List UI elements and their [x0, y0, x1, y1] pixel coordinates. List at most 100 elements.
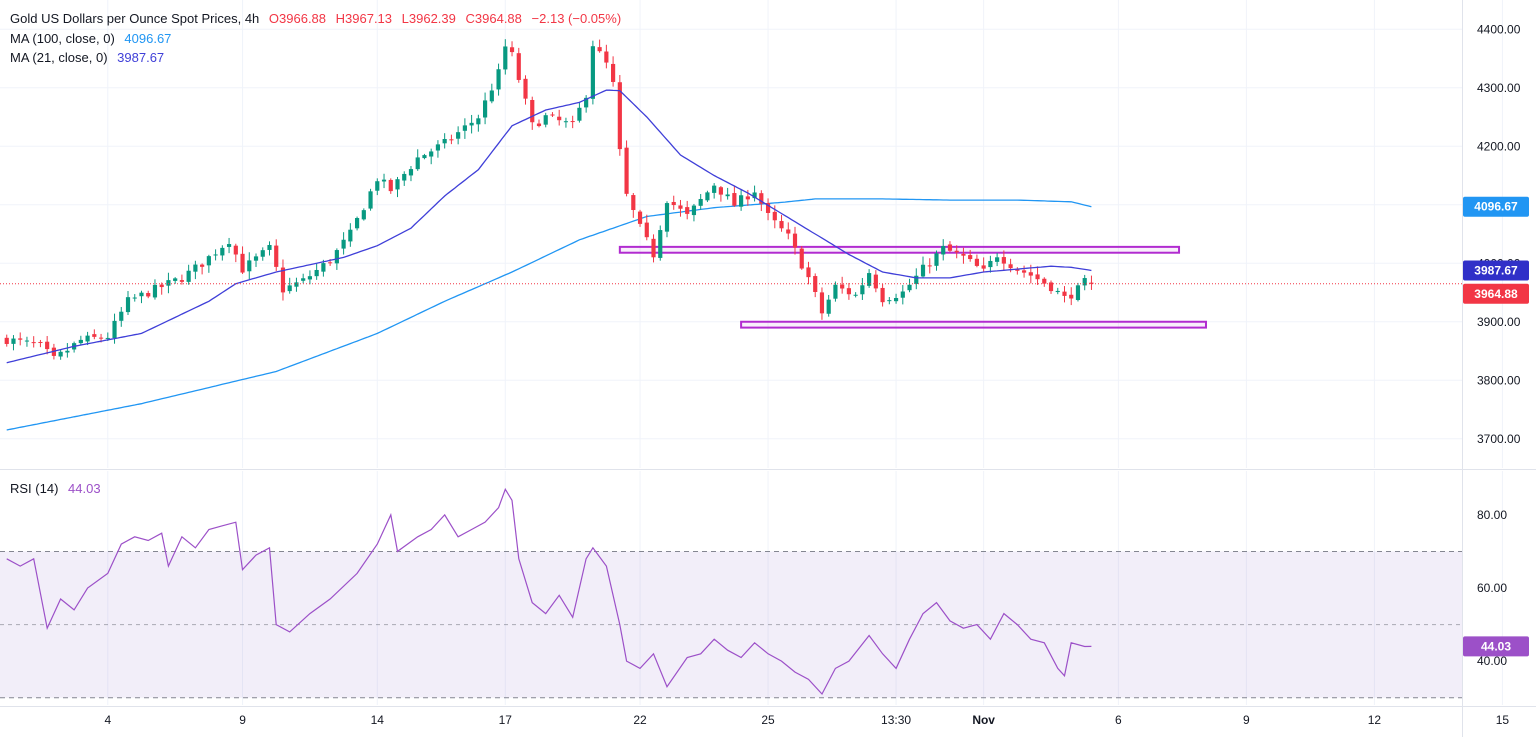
candle[interactable]: [348, 223, 353, 247]
candle[interactable]: [597, 39, 602, 53]
candle[interactable]: [503, 39, 508, 75]
candle[interactable]: [732, 186, 737, 207]
candle[interactable]: [388, 178, 393, 194]
candle[interactable]: [826, 294, 831, 317]
candle[interactable]: [846, 282, 851, 300]
candle[interactable]: [1082, 274, 1087, 291]
candle[interactable]: [200, 263, 205, 275]
candle[interactable]: [489, 83, 494, 104]
candle[interactable]: [92, 329, 97, 340]
candle[interactable]: [819, 287, 825, 320]
candle[interactable]: [267, 241, 272, 256]
candle[interactable]: [718, 186, 723, 202]
candle[interactable]: [368, 188, 373, 211]
candle[interactable]: [947, 241, 953, 253]
candle[interactable]: [631, 193, 636, 218]
candle[interactable]: [38, 339, 43, 348]
candle[interactable]: [294, 277, 299, 292]
candle[interactable]: [11, 335, 16, 351]
price-axis[interactable]: 3700.003800.003900.004000.004100.004200.…: [1477, 22, 1521, 668]
candle[interactable]: [1048, 280, 1054, 294]
candle[interactable]: [354, 216, 360, 231]
candle[interactable]: [341, 232, 346, 255]
candle[interactable]: [274, 239, 279, 272]
candle[interactable]: [314, 263, 319, 280]
candle[interactable]: [179, 274, 184, 285]
candle[interactable]: [523, 75, 528, 105]
candle[interactable]: [321, 259, 326, 277]
candle[interactable]: [617, 74, 622, 156]
candle[interactable]: [213, 249, 218, 261]
candle[interactable]: [78, 335, 83, 346]
candle[interactable]: [240, 246, 245, 274]
candle[interactable]: [206, 254, 211, 273]
candle[interactable]: [880, 283, 885, 307]
candle[interactable]: [739, 189, 744, 211]
candle[interactable]: [125, 291, 131, 316]
candle[interactable]: [914, 268, 919, 290]
candle[interactable]: [604, 44, 609, 69]
candle[interactable]: [651, 234, 656, 263]
candle[interactable]: [496, 63, 501, 96]
candle[interactable]: [1062, 286, 1067, 303]
candle[interactable]: [664, 201, 670, 238]
candle[interactable]: [45, 336, 50, 355]
candle[interactable]: [705, 190, 710, 203]
candle[interactable]: [1055, 287, 1060, 295]
candle[interactable]: [1015, 267, 1020, 275]
candle[interactable]: [543, 112, 548, 128]
candle[interactable]: [435, 140, 441, 158]
candle[interactable]: [577, 102, 582, 123]
candle[interactable]: [934, 250, 939, 271]
candle[interactable]: [806, 261, 811, 285]
candle[interactable]: [840, 276, 845, 294]
candle[interactable]: [381, 173, 387, 189]
candle[interactable]: [887, 297, 892, 305]
candle[interactable]: [456, 126, 461, 145]
candle[interactable]: [287, 277, 292, 294]
candle[interactable]: [860, 277, 865, 300]
candle[interactable]: [550, 112, 555, 117]
candle[interactable]: [516, 47, 521, 83]
candle[interactable]: [429, 148, 434, 165]
candle[interactable]: [873, 270, 878, 293]
candle[interactable]: [1021, 265, 1027, 278]
candle[interactable]: [954, 245, 959, 259]
candle[interactable]: [253, 253, 259, 267]
candle[interactable]: [995, 252, 1000, 267]
candle[interactable]: [833, 281, 838, 302]
candle[interactable]: [442, 133, 447, 149]
candle[interactable]: [186, 264, 191, 285]
candle[interactable]: [31, 336, 36, 348]
candle[interactable]: [1075, 282, 1081, 302]
candle[interactable]: [4, 334, 9, 347]
candle[interactable]: [927, 258, 932, 274]
candle[interactable]: [65, 343, 70, 358]
candle[interactable]: [361, 208, 366, 221]
candle[interactable]: [920, 256, 926, 278]
candle[interactable]: [685, 200, 690, 220]
candle[interactable]: [152, 279, 158, 300]
candle[interactable]: [678, 199, 683, 217]
candle[interactable]: [402, 171, 407, 186]
rsi-legend[interactable]: RSI (14) 44.03: [10, 480, 107, 498]
candle[interactable]: [173, 277, 178, 284]
candle[interactable]: [193, 260, 198, 280]
candle[interactable]: [961, 247, 966, 264]
candle[interactable]: [247, 252, 252, 280]
candle[interactable]: [981, 257, 986, 272]
candle[interactable]: [813, 273, 818, 298]
candle[interactable]: [644, 214, 649, 241]
candle[interactable]: [301, 273, 306, 284]
candle[interactable]: [462, 118, 467, 139]
candle[interactable]: [725, 187, 730, 200]
candlestick-series[interactable]: [4, 39, 1094, 360]
candle[interactable]: [624, 140, 629, 197]
candle[interactable]: [530, 96, 535, 130]
candle[interactable]: [658, 225, 663, 261]
candle[interactable]: [395, 176, 400, 198]
candle[interactable]: [867, 269, 872, 288]
candle[interactable]: [469, 114, 474, 134]
candle[interactable]: [226, 237, 232, 254]
